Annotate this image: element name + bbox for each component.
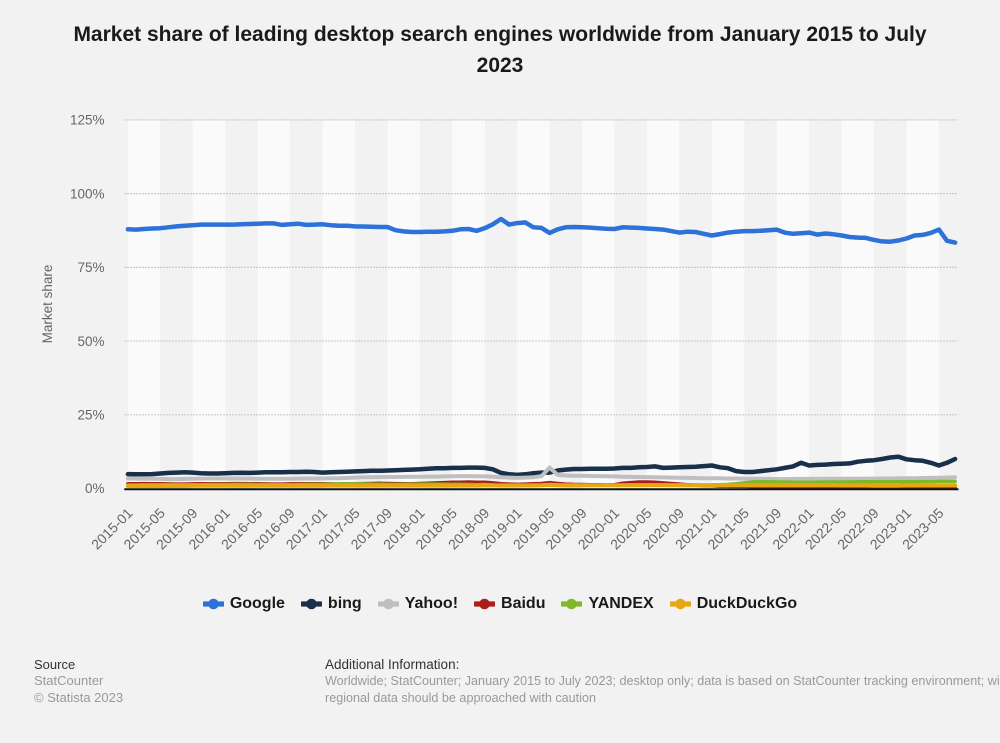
- svg-text:100%: 100%: [70, 186, 105, 201]
- svg-text:125%: 125%: [70, 113, 105, 128]
- svg-text:0%: 0%: [85, 481, 105, 496]
- svg-text:25%: 25%: [77, 408, 104, 423]
- svg-text:Market share: Market share: [40, 265, 55, 344]
- svg-text:50%: 50%: [77, 334, 104, 349]
- svg-text:75%: 75%: [77, 260, 104, 275]
